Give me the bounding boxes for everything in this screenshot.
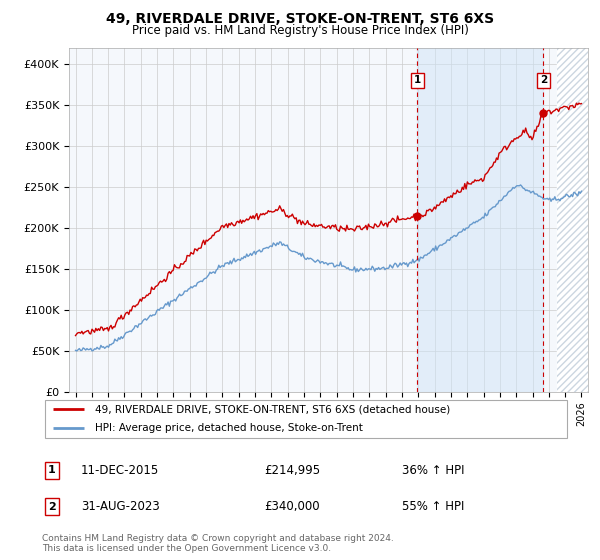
Text: 36% ↑ HPI: 36% ↑ HPI [402,464,464,477]
Text: £340,000: £340,000 [264,500,320,514]
Text: £214,995: £214,995 [264,464,320,477]
Polygon shape [557,48,588,392]
Text: 31-AUG-2023: 31-AUG-2023 [81,500,160,514]
Text: 1: 1 [414,75,421,85]
FancyBboxPatch shape [44,400,568,437]
Text: Price paid vs. HM Land Registry's House Price Index (HPI): Price paid vs. HM Land Registry's House … [131,24,469,36]
Text: Contains HM Land Registry data © Crown copyright and database right 2024.
This d: Contains HM Land Registry data © Crown c… [42,534,394,553]
Bar [418,48,544,392]
Text: 49, RIVERDALE DRIVE, STOKE-ON-TRENT, ST6 6XS: 49, RIVERDALE DRIVE, STOKE-ON-TRENT, ST6… [106,12,494,26]
Text: 49, RIVERDALE DRIVE, STOKE-ON-TRENT, ST6 6XS (detached house): 49, RIVERDALE DRIVE, STOKE-ON-TRENT, ST6… [95,404,450,414]
Text: 2: 2 [540,75,547,85]
Text: 2: 2 [48,502,56,512]
Text: 55% ↑ HPI: 55% ↑ HPI [402,500,464,514]
Text: HPI: Average price, detached house, Stoke-on-Trent: HPI: Average price, detached house, Stok… [95,423,362,433]
Text: 11-DEC-2015: 11-DEC-2015 [81,464,159,477]
Text: 1: 1 [48,465,56,475]
